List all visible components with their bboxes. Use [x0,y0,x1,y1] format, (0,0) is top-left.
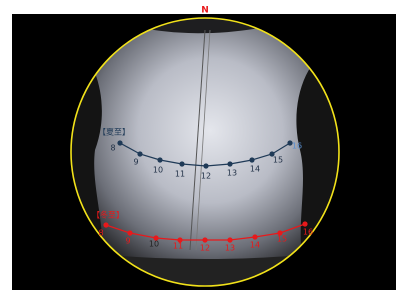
winter-hour-label: 13 [225,244,235,253]
summer-hour-label: 9 [133,158,138,167]
winter-hour-dot [127,230,132,235]
summer-hour-dot [157,157,162,162]
summer-hour-label: 14 [250,165,260,174]
summer-hour-label: 8 [110,144,115,153]
winter-hour-dot [202,237,207,242]
summer-hour-label: 12 [201,172,211,181]
summer-hour-dot [117,140,122,145]
summer-hour-label: 10 [153,166,163,175]
summer-hour-label: 11 [175,170,185,179]
winter-hour-label: 11 [173,242,183,251]
winter-hour-label: 14 [250,241,260,250]
summer-hour-dot [227,161,232,166]
summer-hour-dot [137,151,142,156]
winter-hour-label: 10 [149,240,159,249]
north-label: N [201,6,209,16]
winter-hour-label: 16 [303,228,313,237]
winter-label: 【冬至】 [92,210,124,220]
winter-hour-label: 8 [98,229,103,238]
winter-hour-dot [302,221,307,226]
winter-hour-label: 9 [125,237,130,246]
summer-hour-dot [179,161,184,166]
summer-hour-dot [249,157,254,162]
winter-hour-dot [227,237,232,242]
winter-hour-dot [252,234,257,239]
winter-hour-label: 12 [200,244,210,253]
summer-hour-label: 13 [227,169,237,178]
winter-hour-label: 15 [277,235,287,244]
summer-hour-label: 15 [273,156,283,165]
winter-hour-dot [103,222,108,227]
summer-hour-dot [203,163,208,168]
summer-hour-label: 16 [292,142,302,151]
fisheye-view: N 【夏至】 8 9 10 11 12 13 14 15 16 【冬至】 8 9 10 11 12 13 14 15… [0,0,408,302]
summer-label: 【夏至】 [98,128,130,137]
page: N 【夏至】 8 9 10 11 12 13 14 15 16 【冬至】 8 9 10 11 12 13 14 15… [0,0,408,302]
